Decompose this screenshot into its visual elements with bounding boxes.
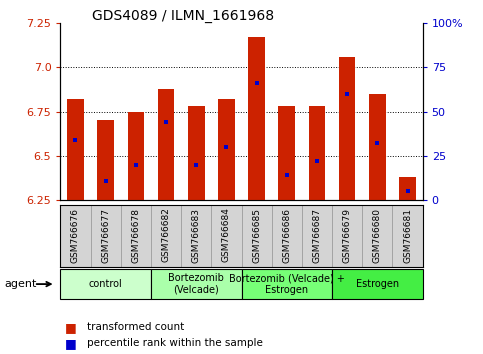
Bar — [339, 57, 355, 200]
Bar — [309, 106, 325, 200]
Bar — [91, 205, 121, 267]
Bar — [60, 269, 151, 299]
Bar — [181, 205, 212, 267]
Bar — [188, 106, 204, 200]
Bar — [302, 205, 332, 267]
Bar — [242, 205, 271, 267]
Text: GSM766681: GSM766681 — [403, 207, 412, 263]
Text: GSM766678: GSM766678 — [131, 207, 141, 263]
Bar — [151, 205, 181, 267]
Bar — [218, 99, 235, 200]
Text: Bortezomib
(Velcade): Bortezomib (Velcade) — [168, 273, 224, 295]
Text: GSM766676: GSM766676 — [71, 207, 80, 263]
Text: ■: ■ — [65, 321, 77, 334]
Bar — [362, 205, 393, 267]
Bar — [393, 205, 423, 267]
Bar — [158, 88, 174, 200]
Text: GSM766687: GSM766687 — [313, 207, 322, 263]
Text: GSM766682: GSM766682 — [161, 207, 170, 263]
Bar — [369, 94, 385, 200]
Bar — [128, 112, 144, 200]
Bar — [399, 177, 416, 200]
Bar — [332, 269, 423, 299]
Bar — [98, 120, 114, 200]
Text: ■: ■ — [65, 337, 77, 350]
Bar — [279, 106, 295, 200]
Text: GDS4089 / ILMN_1661968: GDS4089 / ILMN_1661968 — [92, 9, 275, 23]
Text: GSM766686: GSM766686 — [282, 207, 291, 263]
Bar — [121, 205, 151, 267]
Text: transformed count: transformed count — [87, 322, 184, 332]
Text: GSM766679: GSM766679 — [342, 207, 352, 263]
Bar — [242, 269, 332, 299]
Bar — [248, 37, 265, 200]
Text: GSM766683: GSM766683 — [192, 207, 201, 263]
Text: agent: agent — [5, 279, 37, 289]
Text: percentile rank within the sample: percentile rank within the sample — [87, 338, 263, 348]
Bar — [212, 205, 242, 267]
Text: GSM766685: GSM766685 — [252, 207, 261, 263]
Bar — [271, 205, 302, 267]
Bar — [60, 205, 91, 267]
Bar — [67, 99, 84, 200]
Text: GSM766677: GSM766677 — [101, 207, 110, 263]
Text: Estrogen: Estrogen — [356, 279, 399, 289]
Text: Bortezomib (Velcade) +
Estrogen: Bortezomib (Velcade) + Estrogen — [229, 273, 345, 295]
Text: control: control — [89, 279, 123, 289]
Text: GSM766684: GSM766684 — [222, 207, 231, 263]
Text: GSM766680: GSM766680 — [373, 207, 382, 263]
Bar — [151, 269, 242, 299]
Bar — [332, 205, 362, 267]
